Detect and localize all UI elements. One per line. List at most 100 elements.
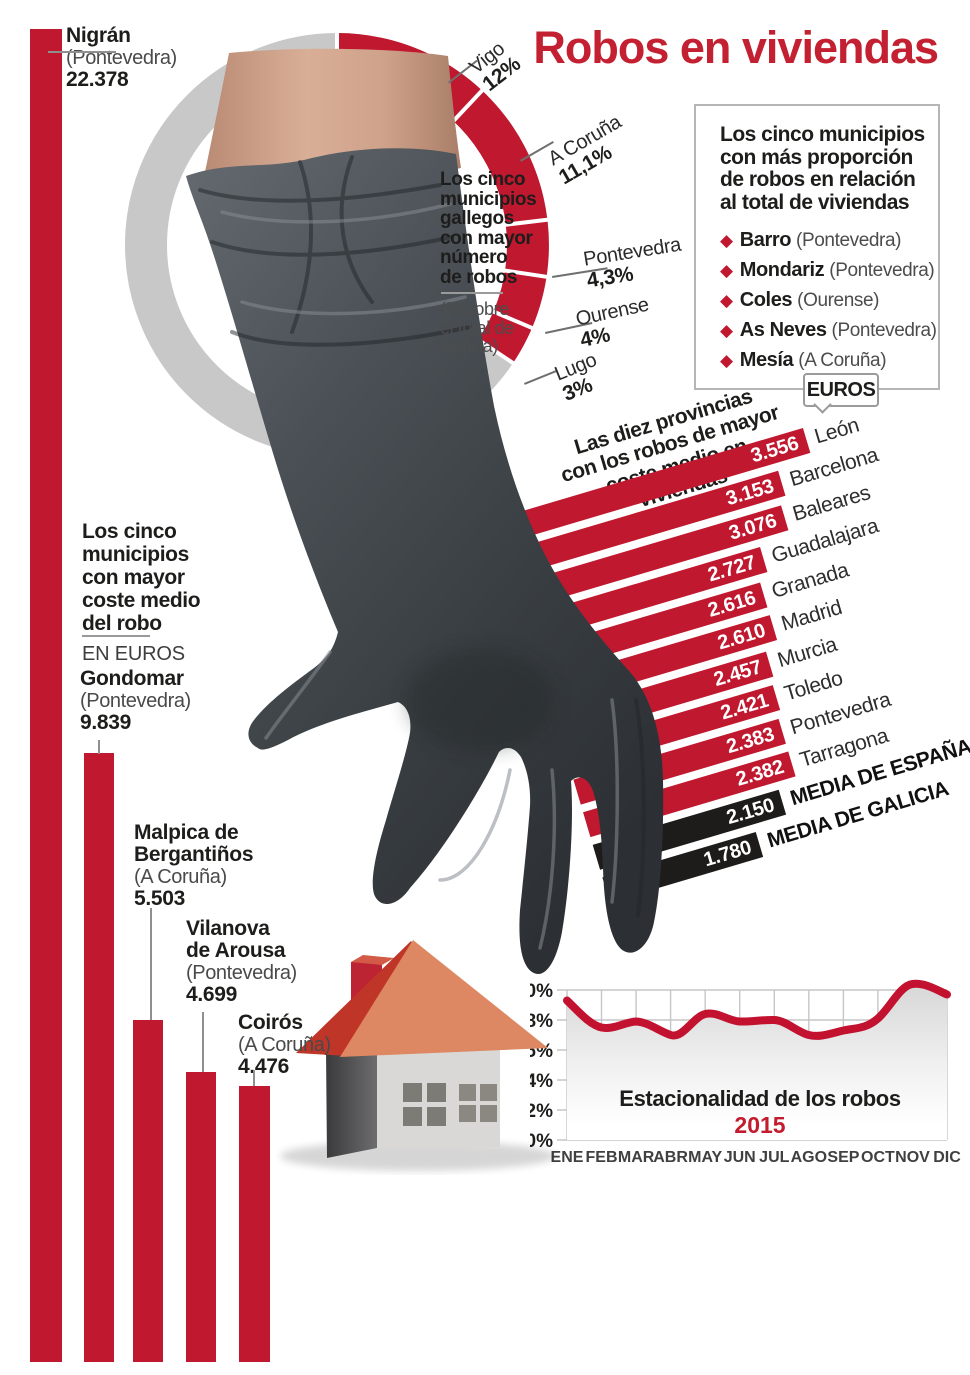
stat-name: de Arousa <box>186 939 286 962</box>
list-item: ◆ Coles (Ourense) <box>720 289 938 312</box>
stat-name: Malpica de <box>134 821 239 844</box>
title-line: municipios <box>82 543 189 566</box>
item-province: (Ourense) <box>797 290 880 311</box>
bar-nigran <box>30 29 62 1362</box>
list-item: ◆ Mesía (A Coruña) <box>720 349 938 372</box>
leader-line <box>253 1070 255 1086</box>
diamond-bullet-icon: ◆ <box>720 231 733 250</box>
divider <box>441 292 503 294</box>
bar-coiros <box>239 1086 270 1362</box>
stat-value: 4.476 <box>238 1055 290 1078</box>
y-tick: 10% <box>530 981 553 1002</box>
line-area-fill <box>567 983 947 1140</box>
note-line: el total de <box>440 317 514 338</box>
stat-value: 4.699 <box>186 983 238 1006</box>
stat-coiros: Coirós (A Coruña) 4.476 <box>238 1012 331 1078</box>
month-label: JUL <box>759 1149 789 1166</box>
euros-badge: EUROS <box>803 373 879 407</box>
page-title: Robos en viviendas <box>533 22 939 73</box>
donut-chart-note: (% sobre el total de Galicia) <box>440 300 580 356</box>
month-label: OCT <box>861 1149 895 1166</box>
house-illustration <box>280 940 556 1171</box>
stat-value: 9.839 <box>80 711 132 734</box>
stat-name: Coirós <box>238 1011 303 1034</box>
title-line: con más proporción <box>720 145 913 169</box>
month-label: MAR <box>618 1149 655 1166</box>
note-line: Galicia) <box>440 336 498 356</box>
diamond-bullet-icon: ◆ <box>720 351 733 370</box>
item-name: Mondariz <box>739 259 825 281</box>
item-name: Barro <box>739 229 792 251</box>
title-line: de robos <box>440 266 518 288</box>
house-window <box>459 1084 497 1122</box>
stat-name: Bergantiños <box>134 843 254 866</box>
bar-vilanova <box>186 1072 216 1362</box>
title-line: municipios <box>440 188 537 210</box>
leader-line <box>150 908 152 1020</box>
month-label: SEP <box>827 1149 859 1166</box>
title-line: gallegos <box>440 208 514 229</box>
item-name: Coles <box>739 289 793 311</box>
house-left-wall <box>326 1042 377 1158</box>
diamond-bullet-icon: ◆ <box>720 291 733 310</box>
stat-vilanova: Vilanova de Arousa (Pontevedra) 4.699 <box>186 918 297 1006</box>
item-province: (Pontevedra) <box>796 230 902 251</box>
seasonality-year: 2015 <box>734 1112 786 1138</box>
coste-chart-unit: EN EUROS <box>82 643 185 665</box>
stat-name: Nigrán <box>66 24 131 47</box>
seasonality-line-chart: 10% 8% 6% 4% 2% 0% ENE FEB MAR ABR MAY J… <box>530 979 962 1166</box>
stat-province: (A Coruña) <box>238 1034 331 1056</box>
seasonality-title: Estacionalidad de los robos <box>619 1086 901 1111</box>
leader-line <box>98 740 100 754</box>
stat-malpica: Malpica de Bergantiños (A Coruña) 5.503 <box>134 821 254 910</box>
leader-line <box>48 51 116 53</box>
stat-value: 22.378 <box>66 68 129 91</box>
divider <box>82 635 150 637</box>
list-item: ◆ Barro (Pontevedra) <box>720 229 938 252</box>
line-series <box>563 979 951 1040</box>
title-line: Los cinco <box>440 169 526 190</box>
item-province: (Pontevedra) <box>829 260 935 281</box>
y-tick: 4% <box>530 1071 553 1092</box>
y-tick: 8% <box>530 1011 553 1032</box>
title-line: al total de viviendas <box>720 190 910 214</box>
house-roof-front <box>340 940 548 1057</box>
y-tick: 0% <box>530 1131 553 1152</box>
item-name: As Neves <box>739 319 827 341</box>
stat-gondomar: Gondomar (Pontevedra) 9.839 <box>80 668 191 734</box>
stat-name: Gondomar <box>80 667 184 690</box>
item-province: (Pontevedra) <box>831 320 937 341</box>
stat-province: (A Coruña) <box>134 866 227 888</box>
title-line: de robos en relación <box>720 168 916 191</box>
month-label: JUN <box>724 1149 756 1166</box>
note-line: (% sobre <box>440 299 509 319</box>
box-title: Los cinco municipios con más proporción … <box>720 123 938 214</box>
proporcion-box: Los cinco municipios con más proporción … <box>694 104 940 390</box>
month-label: ABR <box>653 1149 688 1166</box>
month-label: FEB <box>586 1149 618 1166</box>
stat-province: (Pontevedra) <box>80 690 191 712</box>
stat-value: 5.503 <box>134 887 186 910</box>
title-line: con mayor <box>440 227 533 249</box>
x-axis-labels: ENE FEB MAR ABR MAY JUN JUL AGO SEP OCT … <box>551 1149 962 1166</box>
house-window <box>403 1083 446 1126</box>
month-label: DIC <box>933 1149 961 1166</box>
item-province: (A Coruña) <box>798 350 887 371</box>
month-label: MAY <box>688 1149 722 1166</box>
stat-name: Vilanova <box>186 917 270 940</box>
diamond-bullet-icon: ◆ <box>720 261 733 280</box>
item-name: Mesía <box>739 349 794 371</box>
leader-line <box>202 1012 204 1072</box>
stat-nigran: Nigrán (Pontevedra) 22.378 <box>66 25 177 91</box>
diamond-bullet-icon: ◆ <box>720 321 733 340</box>
title-line: Los cinco municipios <box>720 123 925 146</box>
y-tick: 2% <box>530 1101 553 1122</box>
list-item: ◆ As Neves (Pontevedra) <box>720 319 938 342</box>
coste-chart-title: Los cinco municipios con mayor coste med… <box>82 520 201 635</box>
donut-chart-title: Los cinco municipios gallegos con mayor … <box>440 170 580 287</box>
title-line: coste medio <box>82 589 201 612</box>
bar-malpica <box>133 1020 163 1362</box>
month-label: AGO <box>791 1149 827 1166</box>
title-line: Los cinco <box>82 520 177 543</box>
